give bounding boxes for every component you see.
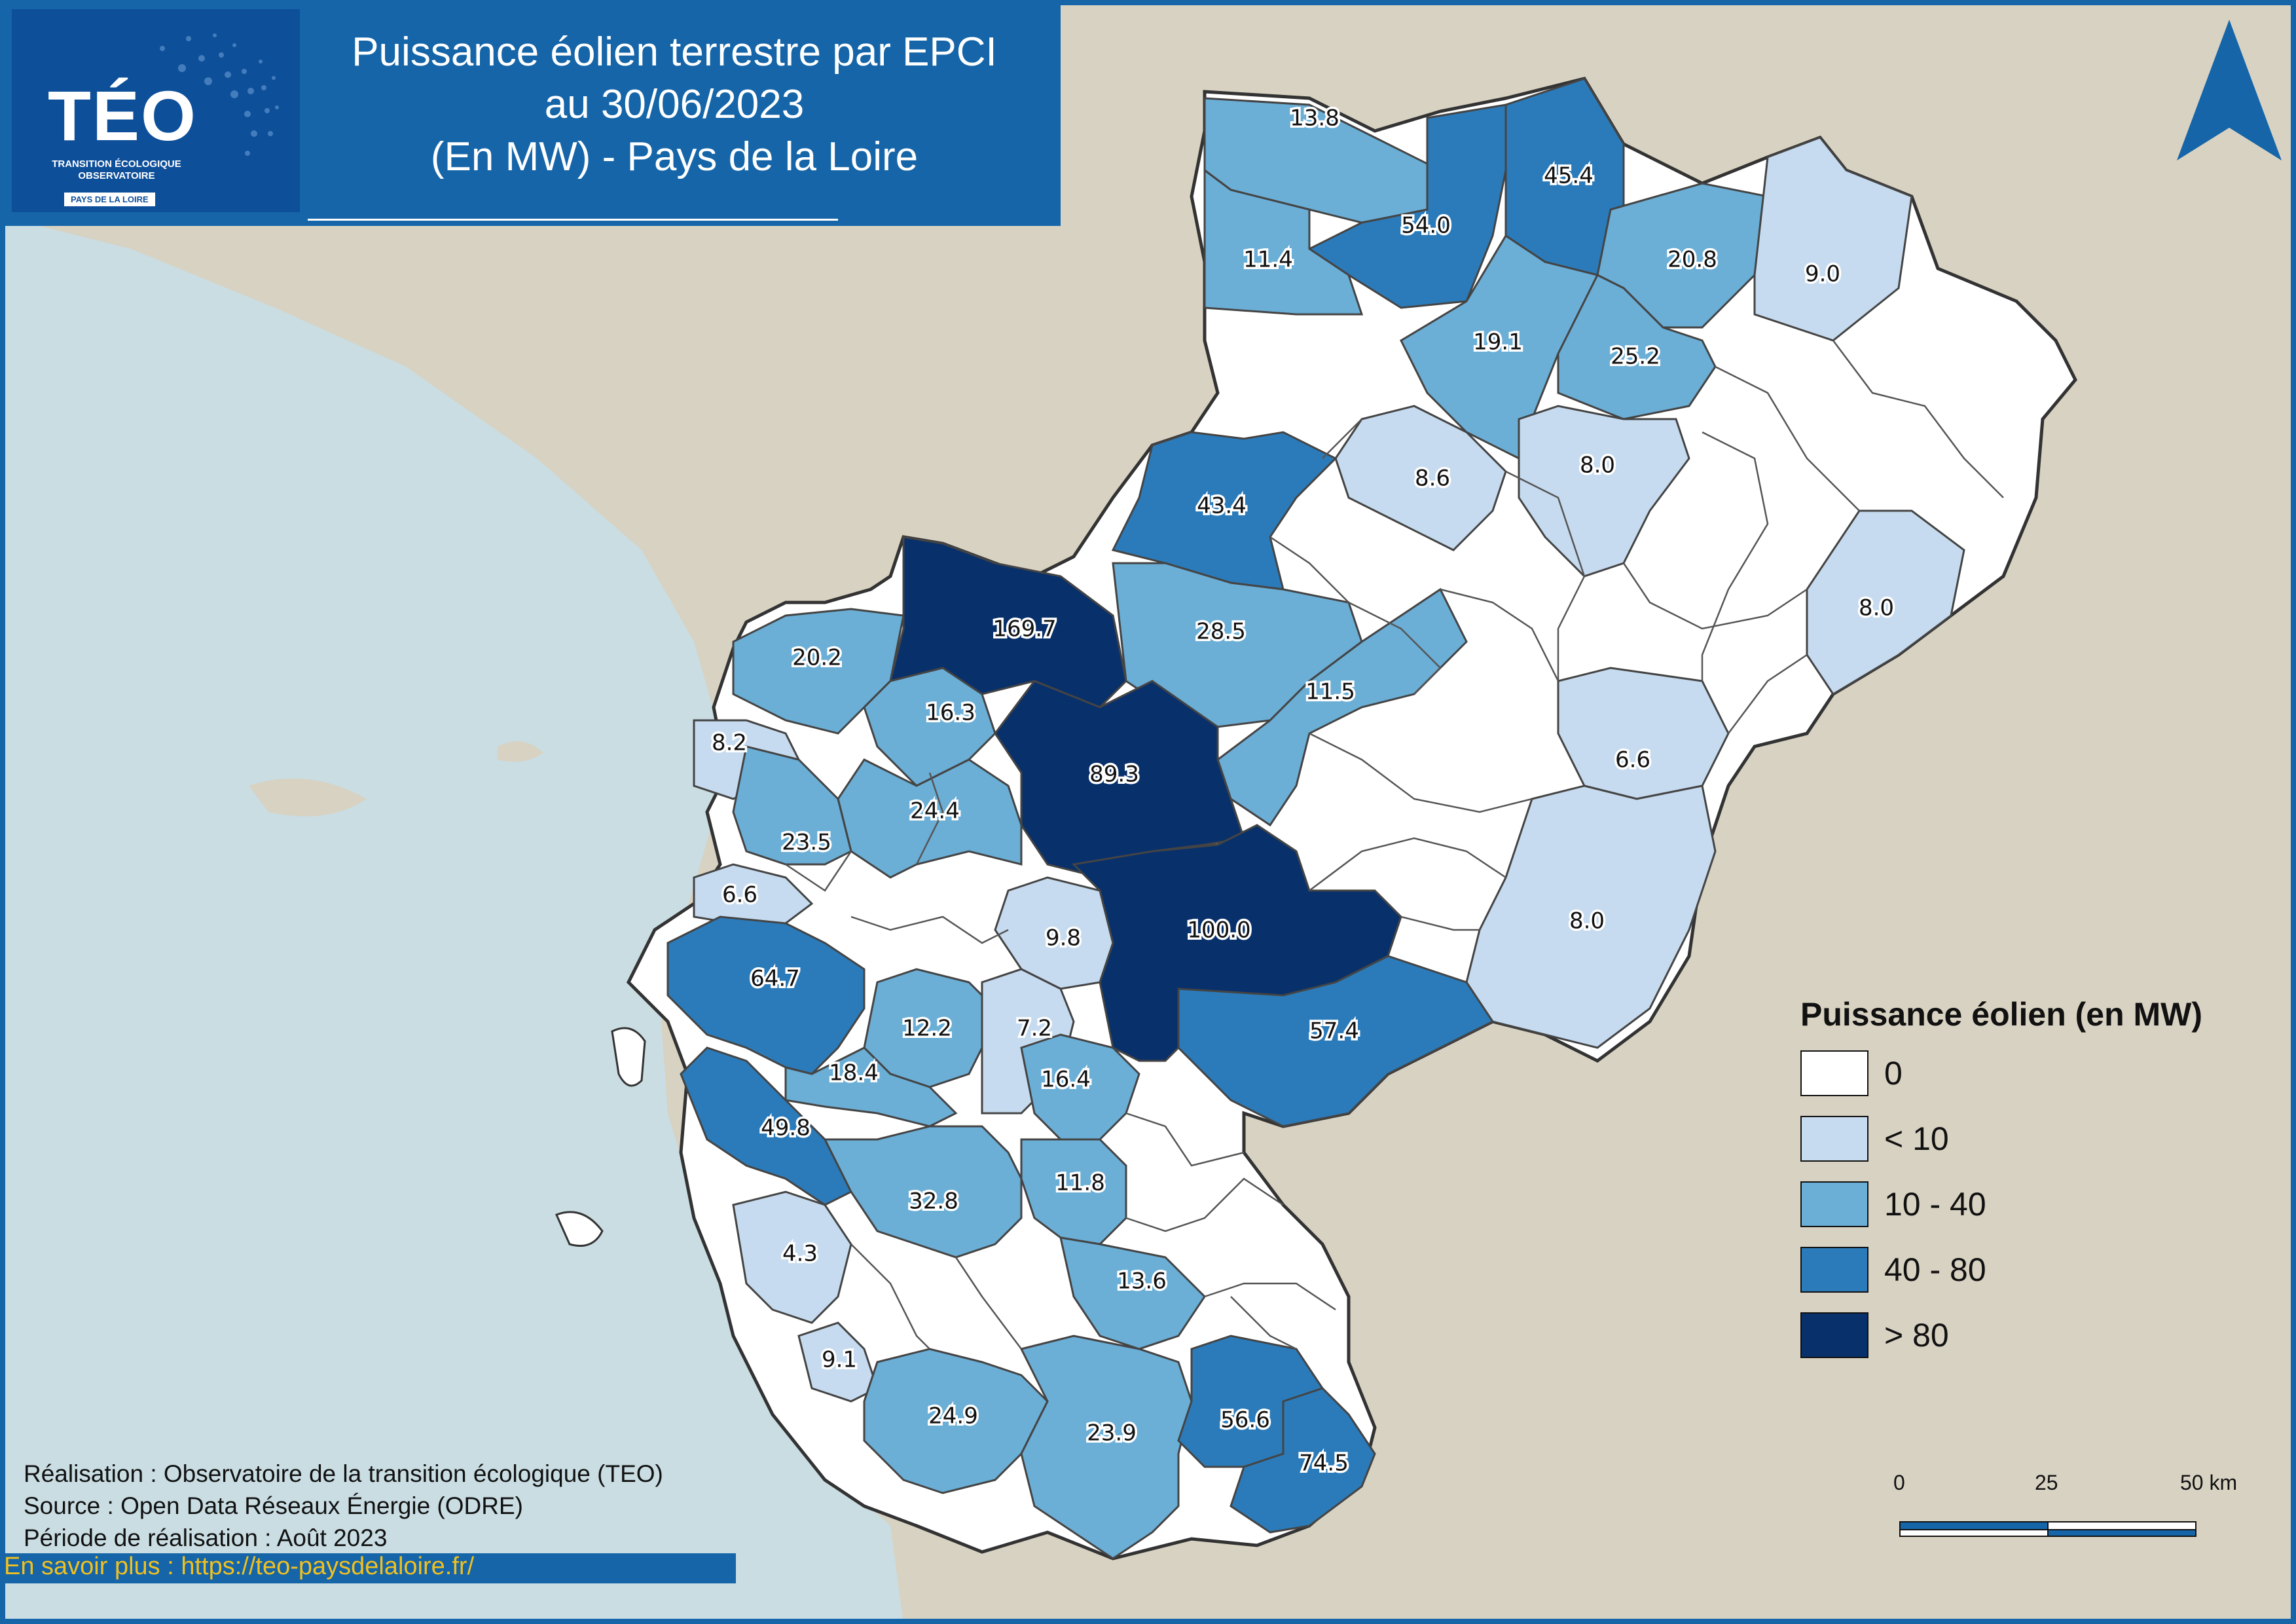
epci-value-label: 32.8 [909, 1189, 958, 1215]
title-line1: Puissance éolien terrestre par EPCI [352, 29, 997, 75]
epci-value-label: 8.0 [1859, 595, 1894, 621]
title-banner: TÉO TRANSITION ÉCOLOGIQUE OBSERVATOIRE P… [0, 0, 1061, 226]
epci-value-label: 57.4 [1309, 1018, 1359, 1044]
legend-title: Puissance éolien (en MW) [1800, 996, 2203, 1033]
epci-value-label: 9.1 [822, 1347, 857, 1373]
title-line2: au 30/06/2023 [544, 82, 805, 127]
link-bar [0, 1553, 736, 1583]
legend-swatch [1800, 1312, 1868, 1358]
legend-swatch [1800, 1247, 1868, 1293]
scale-label-0: 0 [1893, 1471, 1905, 1494]
legend-swatch [1800, 1050, 1868, 1096]
epci-value-label: 13.6 [1117, 1268, 1167, 1295]
scale-label-50: 50 km [2180, 1471, 2238, 1494]
logo-subtitle-line1: TRANSITION ÉCOLOGIQUE [52, 158, 181, 170]
legend-swatch [1800, 1116, 1868, 1162]
epci-value-label: 8.0 [1569, 908, 1605, 934]
credits: Réalisation : Observatoire de la transit… [24, 1458, 663, 1554]
dot-pattern-icon [160, 33, 279, 156]
epci-value-label: 20.2 [792, 645, 842, 671]
island [611, 1027, 646, 1087]
legend-swatch [1800, 1181, 1868, 1227]
epci-value-label: 8.6 [1415, 466, 1450, 492]
epci-value-label: 11.5 [1305, 679, 1355, 705]
epci-value-label: 7.2 [1017, 1016, 1052, 1042]
epci-value-label: 12.2 [902, 1016, 952, 1042]
epci-value-label: 54.0 [1401, 213, 1451, 239]
teo-logo: TÉO TRANSITION ÉCOLOGIQUE OBSERVATOIRE P… [12, 9, 300, 212]
epci-value-label: 16.4 [1041, 1067, 1091, 1093]
epci-value-label: 9.8 [1046, 925, 1081, 951]
logo-subtitle: TRANSITION ÉCOLOGIQUE OBSERVATOIRE [38, 158, 195, 182]
epci-value-label: 89.3 [1089, 762, 1139, 788]
value-labels: 13.8 54.0 45.4 11.4 20.8 9.0 19.1 25.2 8.6 8.0 43.… [709, 103, 1896, 1479]
epci-value-label: 18.4 [829, 1060, 879, 1086]
legend-label: > 80 [1884, 1317, 1949, 1354]
legend-label: < 10 [1884, 1120, 1949, 1157]
epci-value-label: 13.8 [1290, 105, 1339, 132]
sea [0, 216, 903, 1624]
legend-label: 10 - 40 [1884, 1186, 1986, 1223]
epci-value-label: 8.2 [712, 730, 747, 756]
epci-value-label: 43.4 [1197, 493, 1247, 519]
epci-value-label: 64.7 [750, 966, 800, 992]
epci-value-label: 28.5 [1196, 619, 1246, 645]
island [498, 741, 543, 762]
more-info-link[interactable]: En savoir plus : https://teo-paysdelaloi… [4, 1553, 475, 1580]
epci-value-label: 100.0 [1187, 917, 1250, 944]
epci-value-label: 19.1 [1473, 329, 1523, 356]
epci-polygons [666, 77, 1965, 1560]
epci-value-label: 9.0 [1805, 261, 1840, 287]
legend-label: 40 - 80 [1884, 1251, 1986, 1288]
scale-bar [1899, 1521, 2196, 1537]
epci-value-label: 49.8 [761, 1115, 811, 1141]
epci-value-label: 4.3 [782, 1241, 818, 1267]
epci-value-label: 8.0 [1580, 452, 1615, 479]
epci-value-label: 169.7 [993, 616, 1056, 642]
epci-value-label: 23.5 [782, 830, 831, 856]
epci-value-label: 6.6 [722, 882, 757, 908]
epci-value-label: 11.4 [1243, 247, 1293, 273]
title-underline [308, 219, 838, 221]
epci-value-label: 16.3 [926, 700, 975, 726]
epci-value-label: 23.9 [1087, 1420, 1137, 1447]
epci-value-label: 11.8 [1055, 1170, 1105, 1196]
epci-value-label: 25.2 [1611, 344, 1660, 370]
credit-source: Source : Open Data Réseaux Énergie (ODRE… [24, 1492, 523, 1519]
epci-value-label: 45.4 [1544, 163, 1594, 189]
epci-boundaries [785, 340, 2004, 1350]
epci-value-label: 24.9 [928, 1403, 978, 1430]
scale-label-25: 25 [2035, 1471, 2058, 1494]
island [249, 778, 367, 817]
logo-region: PAYS DE LA LOIRE [64, 193, 155, 206]
logo-name: TÉO [48, 76, 198, 155]
north-arrow-icon [2177, 20, 2282, 160]
epci-value-label: 56.6 [1220, 1407, 1270, 1433]
epci-value-label: 6.6 [1615, 747, 1650, 773]
map-title: Puissance éolien terrestre par EPCI au 3… [301, 26, 1048, 183]
epci-value-label: 74.5 [1299, 1450, 1349, 1477]
epci-value-label: 20.8 [1667, 247, 1717, 273]
legend-label: 0 [1884, 1055, 1903, 1092]
title-line3: (En MW) - Pays de la Loire [430, 134, 919, 179]
epci-value-label: 24.4 [910, 798, 960, 824]
credit-periode: Période de réalisation : Août 2023 [24, 1524, 388, 1551]
logo-subtitle-line2: OBSERVATOIRE [78, 170, 155, 181]
island [555, 1211, 604, 1247]
credit-realisation: Réalisation : Observatoire de la transit… [24, 1460, 663, 1487]
